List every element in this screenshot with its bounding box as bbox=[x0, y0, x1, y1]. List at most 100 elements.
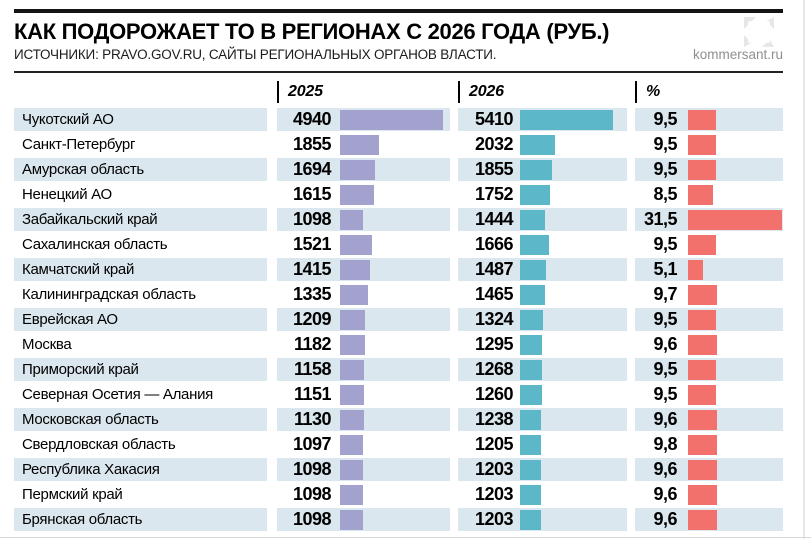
bar-2025 bbox=[340, 509, 363, 530]
value-2026: 1324 bbox=[474, 309, 514, 329]
value-cell-2026: 1324 bbox=[458, 308, 627, 331]
value-cell-2025: 4940 bbox=[277, 108, 450, 131]
bar-percent bbox=[688, 434, 717, 455]
table-row: Санкт-Петербург 1855 2032 9,5 bbox=[14, 133, 783, 156]
value-2025: 1098 bbox=[292, 509, 332, 529]
bar-percent bbox=[688, 159, 716, 180]
column-headers: 2025 2026 % bbox=[14, 80, 783, 104]
bar-percent bbox=[688, 459, 717, 480]
value-percent: 9,5 bbox=[653, 309, 677, 329]
bar-percent bbox=[688, 384, 716, 405]
value-percent: 8,5 bbox=[653, 184, 677, 204]
value-2025: 1098 bbox=[292, 209, 332, 229]
expand-arrows-icon[interactable] bbox=[742, 15, 776, 49]
bar-2026 bbox=[520, 359, 542, 380]
value-cell-percent: 9,5 bbox=[635, 233, 783, 256]
value-cell-percent: 9,5 bbox=[635, 308, 783, 331]
value-cell-percent: 9,5 bbox=[635, 108, 783, 131]
column-header-2026: 2026 bbox=[458, 80, 627, 104]
bar-percent bbox=[688, 259, 703, 280]
value-cell-2026: 1203 bbox=[458, 508, 627, 531]
value-cell-2025: 1158 bbox=[277, 358, 450, 381]
site-link[interactable]: kommersant.ru bbox=[692, 47, 783, 62]
column-header-region bbox=[14, 80, 267, 104]
bar-percent bbox=[688, 184, 713, 205]
region-label: Приморский край bbox=[14, 358, 267, 381]
bar-percent bbox=[688, 484, 717, 505]
table-body: Чукотский АО 4940 5410 9,5 Санкт-Петербург 18… bbox=[14, 108, 783, 531]
bar-2026 bbox=[520, 134, 555, 155]
region-label: Московская область bbox=[14, 408, 267, 431]
region-label: Камчатский край bbox=[14, 258, 267, 281]
value-percent: 5,1 bbox=[653, 259, 677, 279]
value-cell-2025: 1098 bbox=[277, 483, 450, 506]
sub-bar: ИСТОЧНИКИ: PRAVO.GOV.RU, САЙТЫ РЕГИОНАЛЬ… bbox=[14, 47, 783, 62]
value-2025: 1521 bbox=[292, 234, 332, 254]
column-header-percent: % bbox=[635, 80, 783, 104]
table-row: Сахалинская область 1521 1666 9,5 bbox=[14, 233, 783, 256]
bar-percent bbox=[688, 334, 717, 355]
value-cell-2026: 1666 bbox=[458, 233, 627, 256]
value-cell-percent: 8,5 bbox=[635, 183, 783, 206]
region-label: Еврейская АО bbox=[14, 308, 267, 331]
value-2025: 1855 bbox=[292, 134, 332, 154]
bar-percent bbox=[688, 209, 782, 230]
value-percent: 9,7 bbox=[653, 284, 677, 304]
bar-percent bbox=[688, 234, 716, 255]
value-cell-percent: 9,5 bbox=[635, 133, 783, 156]
bar-percent bbox=[688, 134, 716, 155]
bar-2026 bbox=[520, 384, 542, 405]
region-label: Чукотский АО bbox=[14, 108, 267, 131]
value-percent: 9,5 bbox=[653, 359, 677, 379]
bar-2026 bbox=[520, 509, 541, 530]
value-cell-2026: 1260 bbox=[458, 383, 627, 406]
value-cell-2025: 1521 bbox=[277, 233, 450, 256]
page-title: КАК ПОДОРОЖАЕТ ТО В РЕГИОНАХ С 2026 ГОДА… bbox=[14, 19, 610, 44]
bar-2025 bbox=[340, 384, 364, 405]
bar-2025 bbox=[340, 209, 363, 230]
value-cell-2025: 1130 bbox=[277, 408, 450, 431]
value-cell-percent: 5,1 bbox=[635, 258, 783, 281]
value-percent: 31,5 bbox=[643, 209, 678, 229]
column-tick bbox=[635, 81, 637, 103]
bar-2025 bbox=[340, 434, 363, 455]
value-cell-2026: 1855 bbox=[458, 158, 627, 181]
title-bar: КАК ПОДОРОЖАЕТ ТО В РЕГИОНАХ С 2026 ГОДА… bbox=[14, 19, 783, 44]
table-row: Приморский край 1158 1268 9,5 bbox=[14, 358, 783, 381]
value-cell-2026: 1268 bbox=[458, 358, 627, 381]
value-2026: 1203 bbox=[474, 484, 514, 504]
column-header-2025: 2025 bbox=[277, 80, 450, 104]
bar-2025 bbox=[340, 334, 365, 355]
value-cell-percent: 9,6 bbox=[635, 483, 783, 506]
value-2026: 1238 bbox=[474, 409, 514, 429]
value-2026: 1205 bbox=[474, 434, 514, 454]
value-cell-2026: 1203 bbox=[458, 483, 627, 506]
value-2026: 2032 bbox=[474, 134, 514, 154]
bar-2025 bbox=[340, 134, 379, 155]
bar-2025 bbox=[340, 409, 364, 430]
value-2025: 1415 bbox=[292, 259, 332, 279]
value-2026: 1487 bbox=[474, 259, 514, 279]
value-2025: 1182 bbox=[293, 334, 332, 354]
value-cell-2025: 1694 bbox=[277, 158, 450, 181]
table-row: Северная Осетия — Алания 1151 1260 9,5 bbox=[14, 383, 783, 406]
table-row: Республика Хакасия 1098 1203 9,6 bbox=[14, 458, 783, 481]
bar-2025 bbox=[340, 109, 443, 130]
bar-2025 bbox=[340, 184, 374, 205]
page-right-edge bbox=[803, 0, 805, 539]
value-2026: 1444 bbox=[474, 209, 514, 229]
value-percent: 9,5 bbox=[653, 159, 677, 179]
value-percent: 9,6 bbox=[653, 509, 677, 529]
value-cell-2026: 1295 bbox=[458, 333, 627, 356]
value-cell-2025: 1098 bbox=[277, 508, 450, 531]
value-cell-2025: 1209 bbox=[277, 308, 450, 331]
value-percent: 9,6 bbox=[653, 334, 677, 354]
value-2025: 1130 bbox=[293, 409, 332, 429]
bar-2026 bbox=[520, 459, 541, 480]
bar-2026 bbox=[520, 284, 545, 305]
top-rule bbox=[14, 9, 783, 13]
bar-2026 bbox=[520, 184, 550, 205]
table-row: Московская область 1130 1238 9,6 bbox=[14, 408, 783, 431]
bar-2025 bbox=[340, 159, 375, 180]
value-cell-percent: 9,6 bbox=[635, 408, 783, 431]
